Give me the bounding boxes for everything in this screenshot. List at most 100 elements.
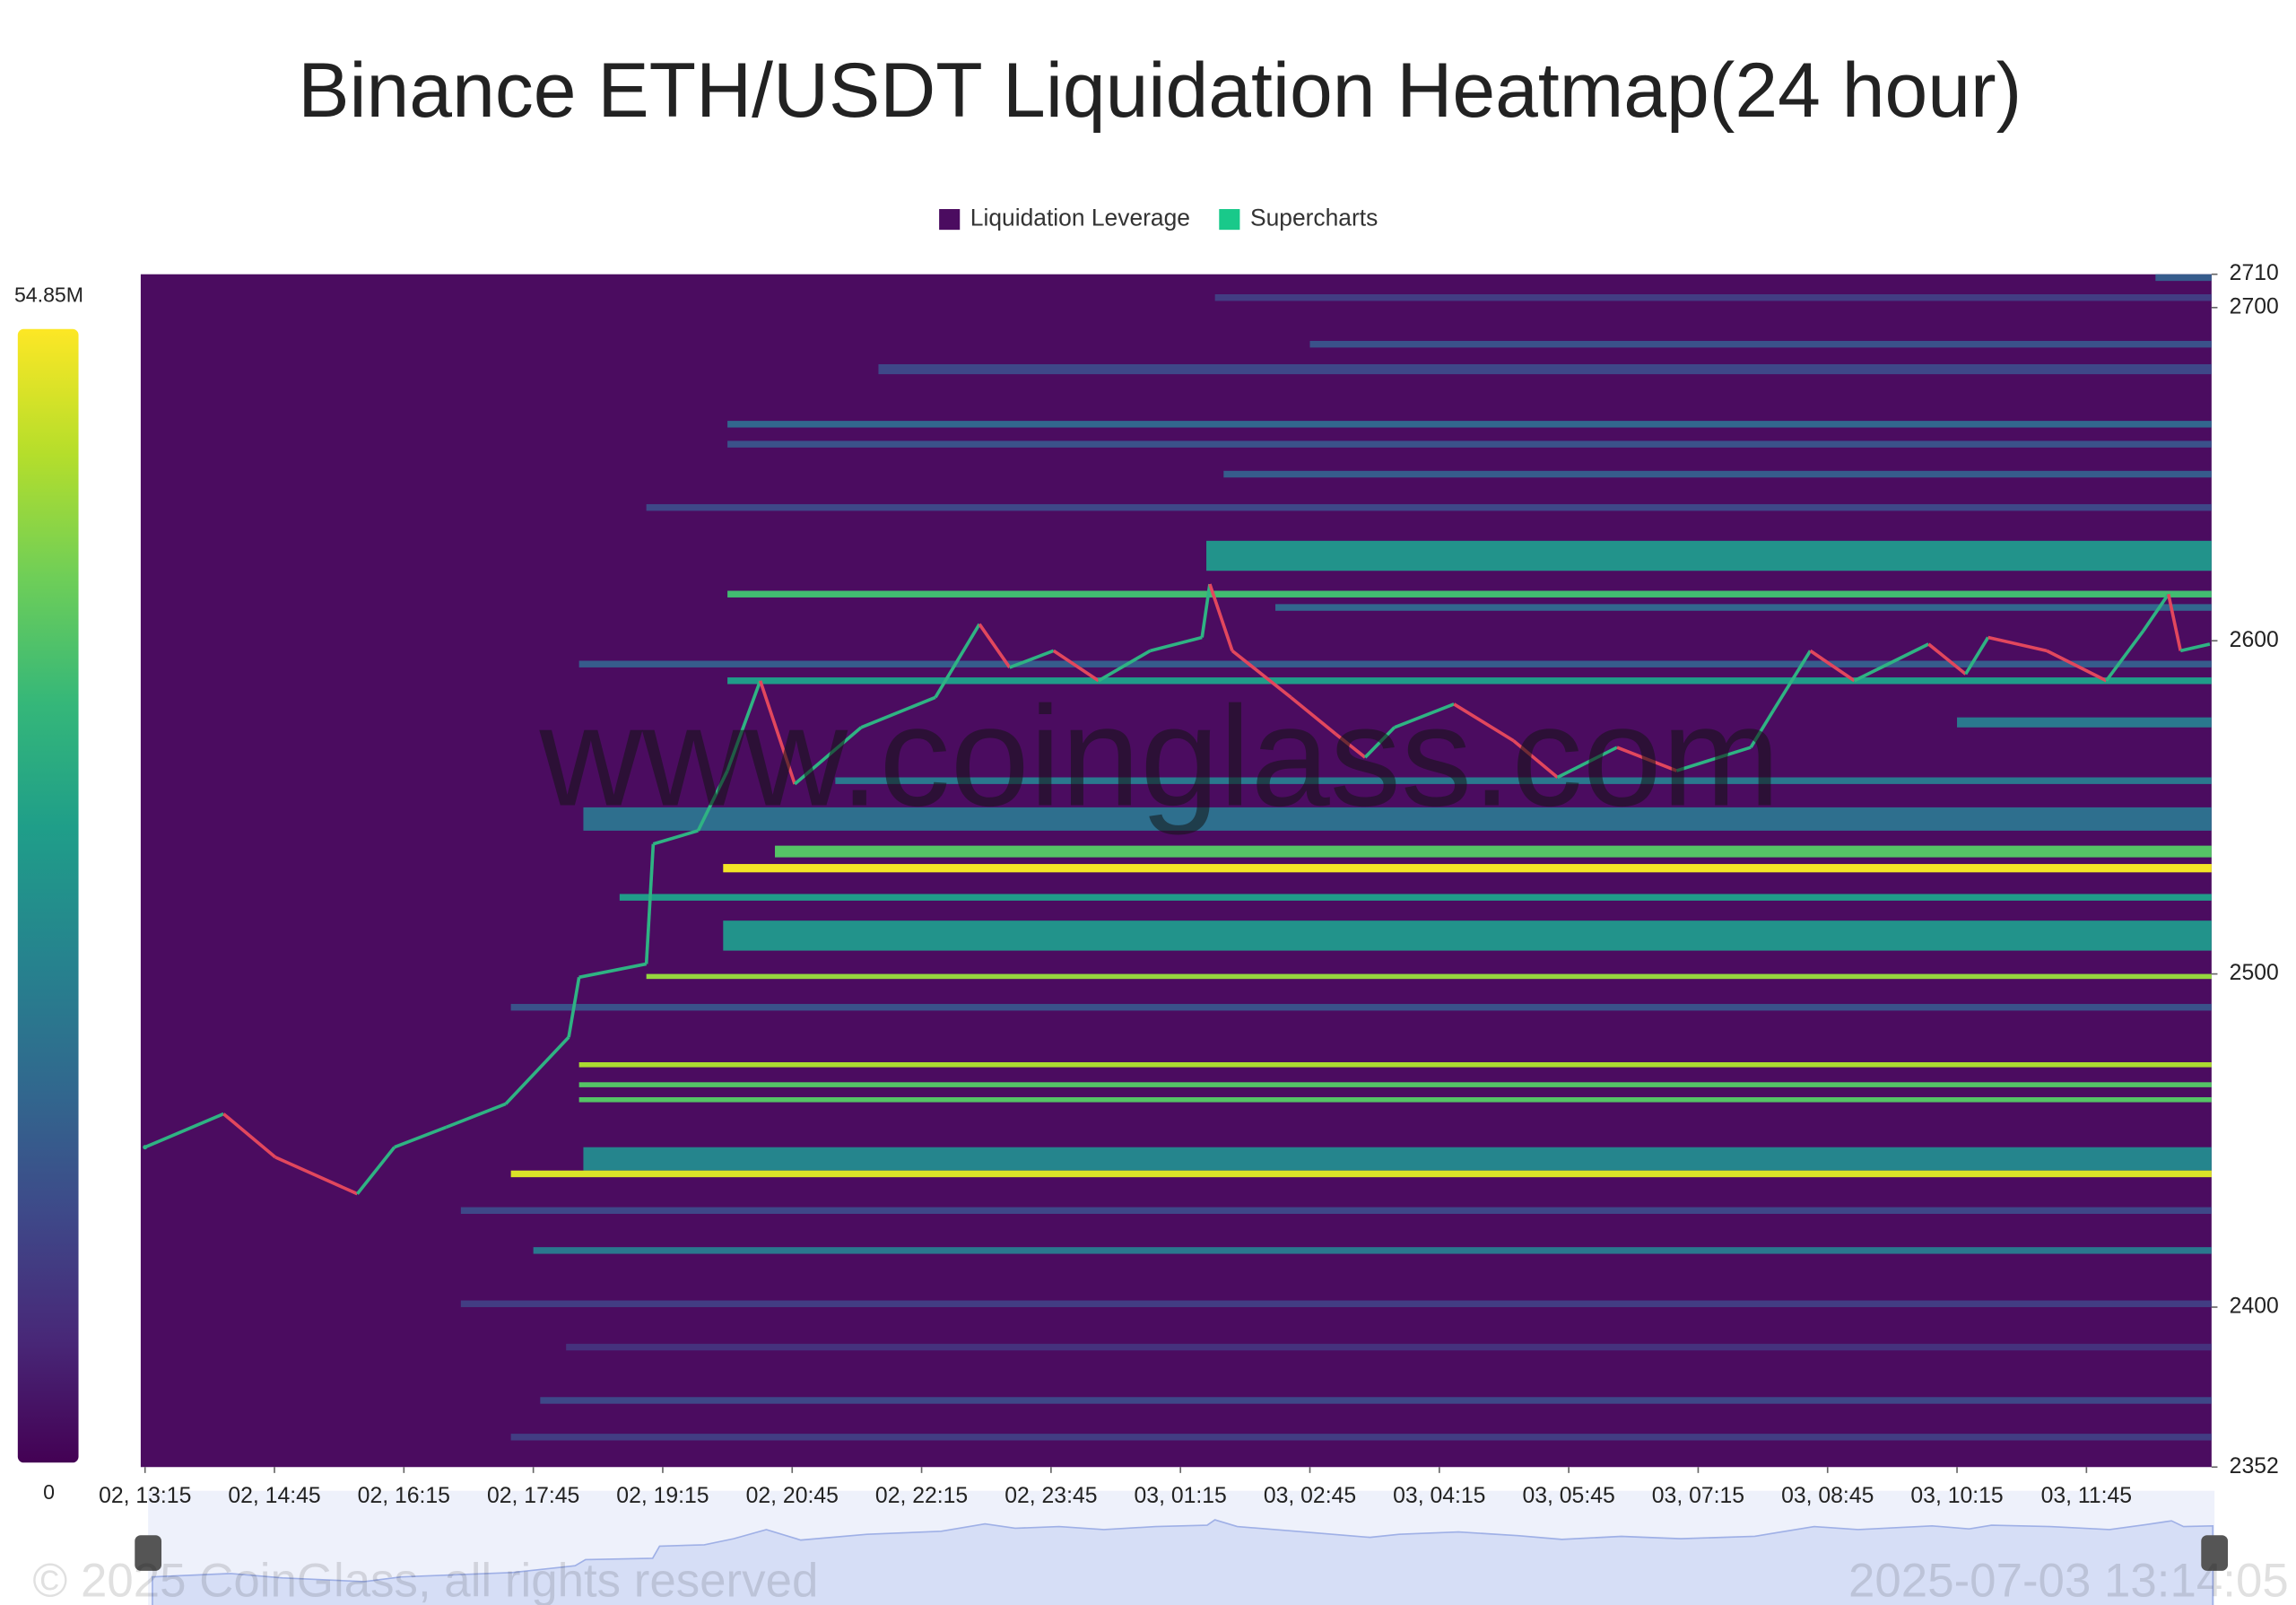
heat-band [878, 363, 2212, 375]
price-segment [1150, 635, 1203, 653]
x-tick-label: 02, 16:15 [358, 1484, 450, 1508]
price-segment [445, 1102, 507, 1130]
price-segment [1208, 583, 1234, 651]
x-tick-label: 03, 01:15 [1135, 1484, 1227, 1508]
y-tick-label: 2400 [2230, 1295, 2279, 1319]
y-tick-label: 2600 [2230, 628, 2279, 652]
y-tick-label: 2700 [2230, 294, 2279, 318]
price-segment [1052, 649, 1100, 683]
price-segment [2142, 593, 2170, 632]
legend-label[interactable]: Liquidation Leverage [970, 205, 1190, 231]
heat-band [566, 1343, 2212, 1351]
price-segment [1200, 583, 1212, 638]
price-segment [1853, 642, 1930, 683]
x-tick-label: 02, 19:15 [616, 1484, 709, 1508]
price-segment [2046, 649, 2108, 683]
price-segment [394, 1125, 448, 1149]
x-tick-label: 02, 23:45 [1004, 1484, 1097, 1508]
price-segment [1616, 746, 1678, 772]
price-segment [1675, 746, 1752, 772]
price-segment [860, 695, 936, 729]
heat-band [723, 864, 2212, 873]
price-segment [1009, 649, 1055, 669]
heat-band [583, 807, 2212, 831]
price-segment [978, 623, 1012, 668]
heat-band [578, 1082, 2212, 1087]
price-segment [758, 680, 796, 785]
colorbar-label: 0 [43, 1480, 55, 1504]
heat-band [533, 1247, 2212, 1254]
heat-band [835, 777, 2212, 784]
price-segment [1749, 710, 1775, 749]
price-segment [2179, 642, 2211, 653]
price-segment [1290, 695, 1337, 736]
legend-swatch[interactable] [1219, 209, 1240, 231]
heat-band [460, 1300, 2212, 1307]
legend-label[interactable]: Supercharts [1250, 205, 1378, 231]
y-tick-label: 2500 [2230, 961, 2279, 985]
price-segment [1097, 649, 1152, 683]
heat-band [619, 894, 2212, 901]
heat-band [1275, 604, 2212, 611]
price-segment [934, 623, 981, 699]
heat-band [1957, 717, 2212, 728]
legend-swatch[interactable] [939, 209, 961, 231]
price-segment [578, 962, 648, 980]
chart-title: Binance ETH/USDT Liquidation Heatmap(24 … [298, 48, 2022, 134]
heat-band [2155, 274, 2212, 282]
price-segment [1512, 739, 1559, 779]
colorbar [17, 328, 79, 1463]
x-tick-label: 03, 04:15 [1393, 1484, 1485, 1508]
heat-band [1214, 293, 2212, 301]
price-segment [144, 1112, 224, 1149]
heat-band [646, 973, 2212, 980]
x-tick-label: 03, 05:45 [1522, 1484, 1614, 1508]
x-tick-label: 03, 02:45 [1264, 1484, 1356, 1508]
price-segment [1927, 642, 1967, 676]
heat-band [727, 677, 2212, 685]
heat-band [1223, 470, 2212, 478]
price-segment [696, 770, 729, 832]
heat-band [775, 845, 2212, 858]
price-segment [1809, 649, 1856, 683]
heat-band [727, 590, 2212, 598]
price-segment [1771, 650, 1813, 712]
colorbar-label: 54.85M [14, 283, 83, 307]
heat-band [727, 421, 2212, 428]
x-tick-label: 02, 20:45 [746, 1484, 839, 1508]
navigator-area [152, 1519, 2214, 1605]
timestamp: 2025-07-03 13:14:05 [1848, 1555, 2289, 1605]
heat-band [510, 1434, 2212, 1441]
price-segment [274, 1156, 359, 1196]
heat-band [460, 1207, 2212, 1214]
heat-band [1309, 340, 2212, 348]
x-tick-label: 03, 11:45 [2041, 1484, 2132, 1508]
heat-band [578, 1062, 2212, 1068]
price-segment [726, 680, 762, 772]
price-segment [504, 1035, 570, 1105]
heat-band [578, 660, 2212, 667]
price-segment [1453, 702, 1515, 743]
heat-band [727, 441, 2212, 448]
watermark: www.coinglass.com [539, 676, 1780, 836]
x-tick-label: 03, 07:15 [1652, 1484, 1744, 1508]
heat-band [578, 1097, 2212, 1103]
price-segment [1231, 649, 1292, 699]
y-tick-label: 2352 [2230, 1454, 2279, 1479]
heat-band [646, 503, 2212, 511]
heat-band [510, 1170, 2212, 1178]
price-segment [1964, 636, 1990, 676]
navigator-handle[interactable] [135, 1535, 162, 1571]
price-segment [567, 977, 581, 1038]
navigator-handle[interactable] [2201, 1535, 2229, 1571]
price-segment [2166, 593, 2183, 651]
heat-band [723, 920, 2212, 951]
price-segment [1394, 702, 1455, 729]
price-segment [355, 1146, 396, 1195]
x-tick-label: 03, 10:15 [1910, 1484, 2003, 1508]
price-segment [793, 726, 863, 786]
x-tick-label: 02, 13:15 [99, 1484, 191, 1508]
price-segment [222, 1112, 277, 1159]
price-segment [652, 829, 699, 846]
